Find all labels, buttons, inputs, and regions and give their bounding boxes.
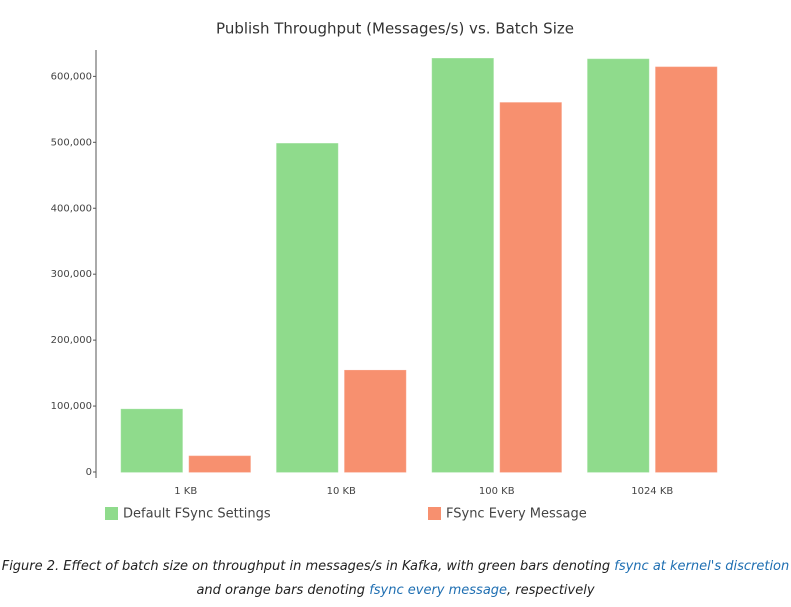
bar (587, 58, 650, 473)
bar (120, 408, 183, 473)
caption-line-2: and orange bars denoting fsync every mes… (0, 583, 791, 598)
bar (188, 455, 251, 473)
y-tick-label: 200,000 (51, 335, 92, 346)
legend-swatch (105, 507, 118, 520)
caption-text: and orange bars denoting (196, 583, 370, 598)
legend-label: Default FSync Settings (123, 507, 271, 522)
x-tick-label: 1 KB (174, 486, 197, 497)
x-tick-label: 100 KB (479, 486, 515, 497)
bar (431, 58, 494, 473)
caption-link[interactable]: fsync every message (369, 583, 508, 598)
x-tick-label: 10 KB (327, 486, 356, 497)
caption-text: , respectively (507, 583, 595, 598)
bar (499, 102, 562, 473)
y-tick-label: 100,000 (51, 401, 92, 412)
y-tick-label: 600,000 (51, 71, 92, 82)
y-tick-label: 0 (86, 467, 92, 478)
caption-link[interactable]: fsync at kernel's discretion (614, 559, 790, 574)
legend-swatch (428, 507, 441, 520)
chart: Publish Throughput (Messages/s) vs. Batc… (51, 20, 718, 522)
y-tick-label: 400,000 (51, 203, 92, 214)
x-tick-label: 1024 KB (631, 486, 673, 497)
y-tick-label: 500,000 (51, 137, 92, 148)
chart-title: Publish Throughput (Messages/s) vs. Batc… (216, 20, 574, 38)
caption-text: Figure 2. Effect of batch size on throug… (1, 559, 615, 574)
caption-line-1: Figure 2. Effect of batch size on throug… (0, 559, 791, 574)
bar (276, 143, 339, 473)
legend-label: FSync Every Message (446, 507, 587, 522)
bar (344, 369, 407, 473)
bar (655, 66, 718, 473)
y-tick-label: 300,000 (51, 269, 92, 280)
